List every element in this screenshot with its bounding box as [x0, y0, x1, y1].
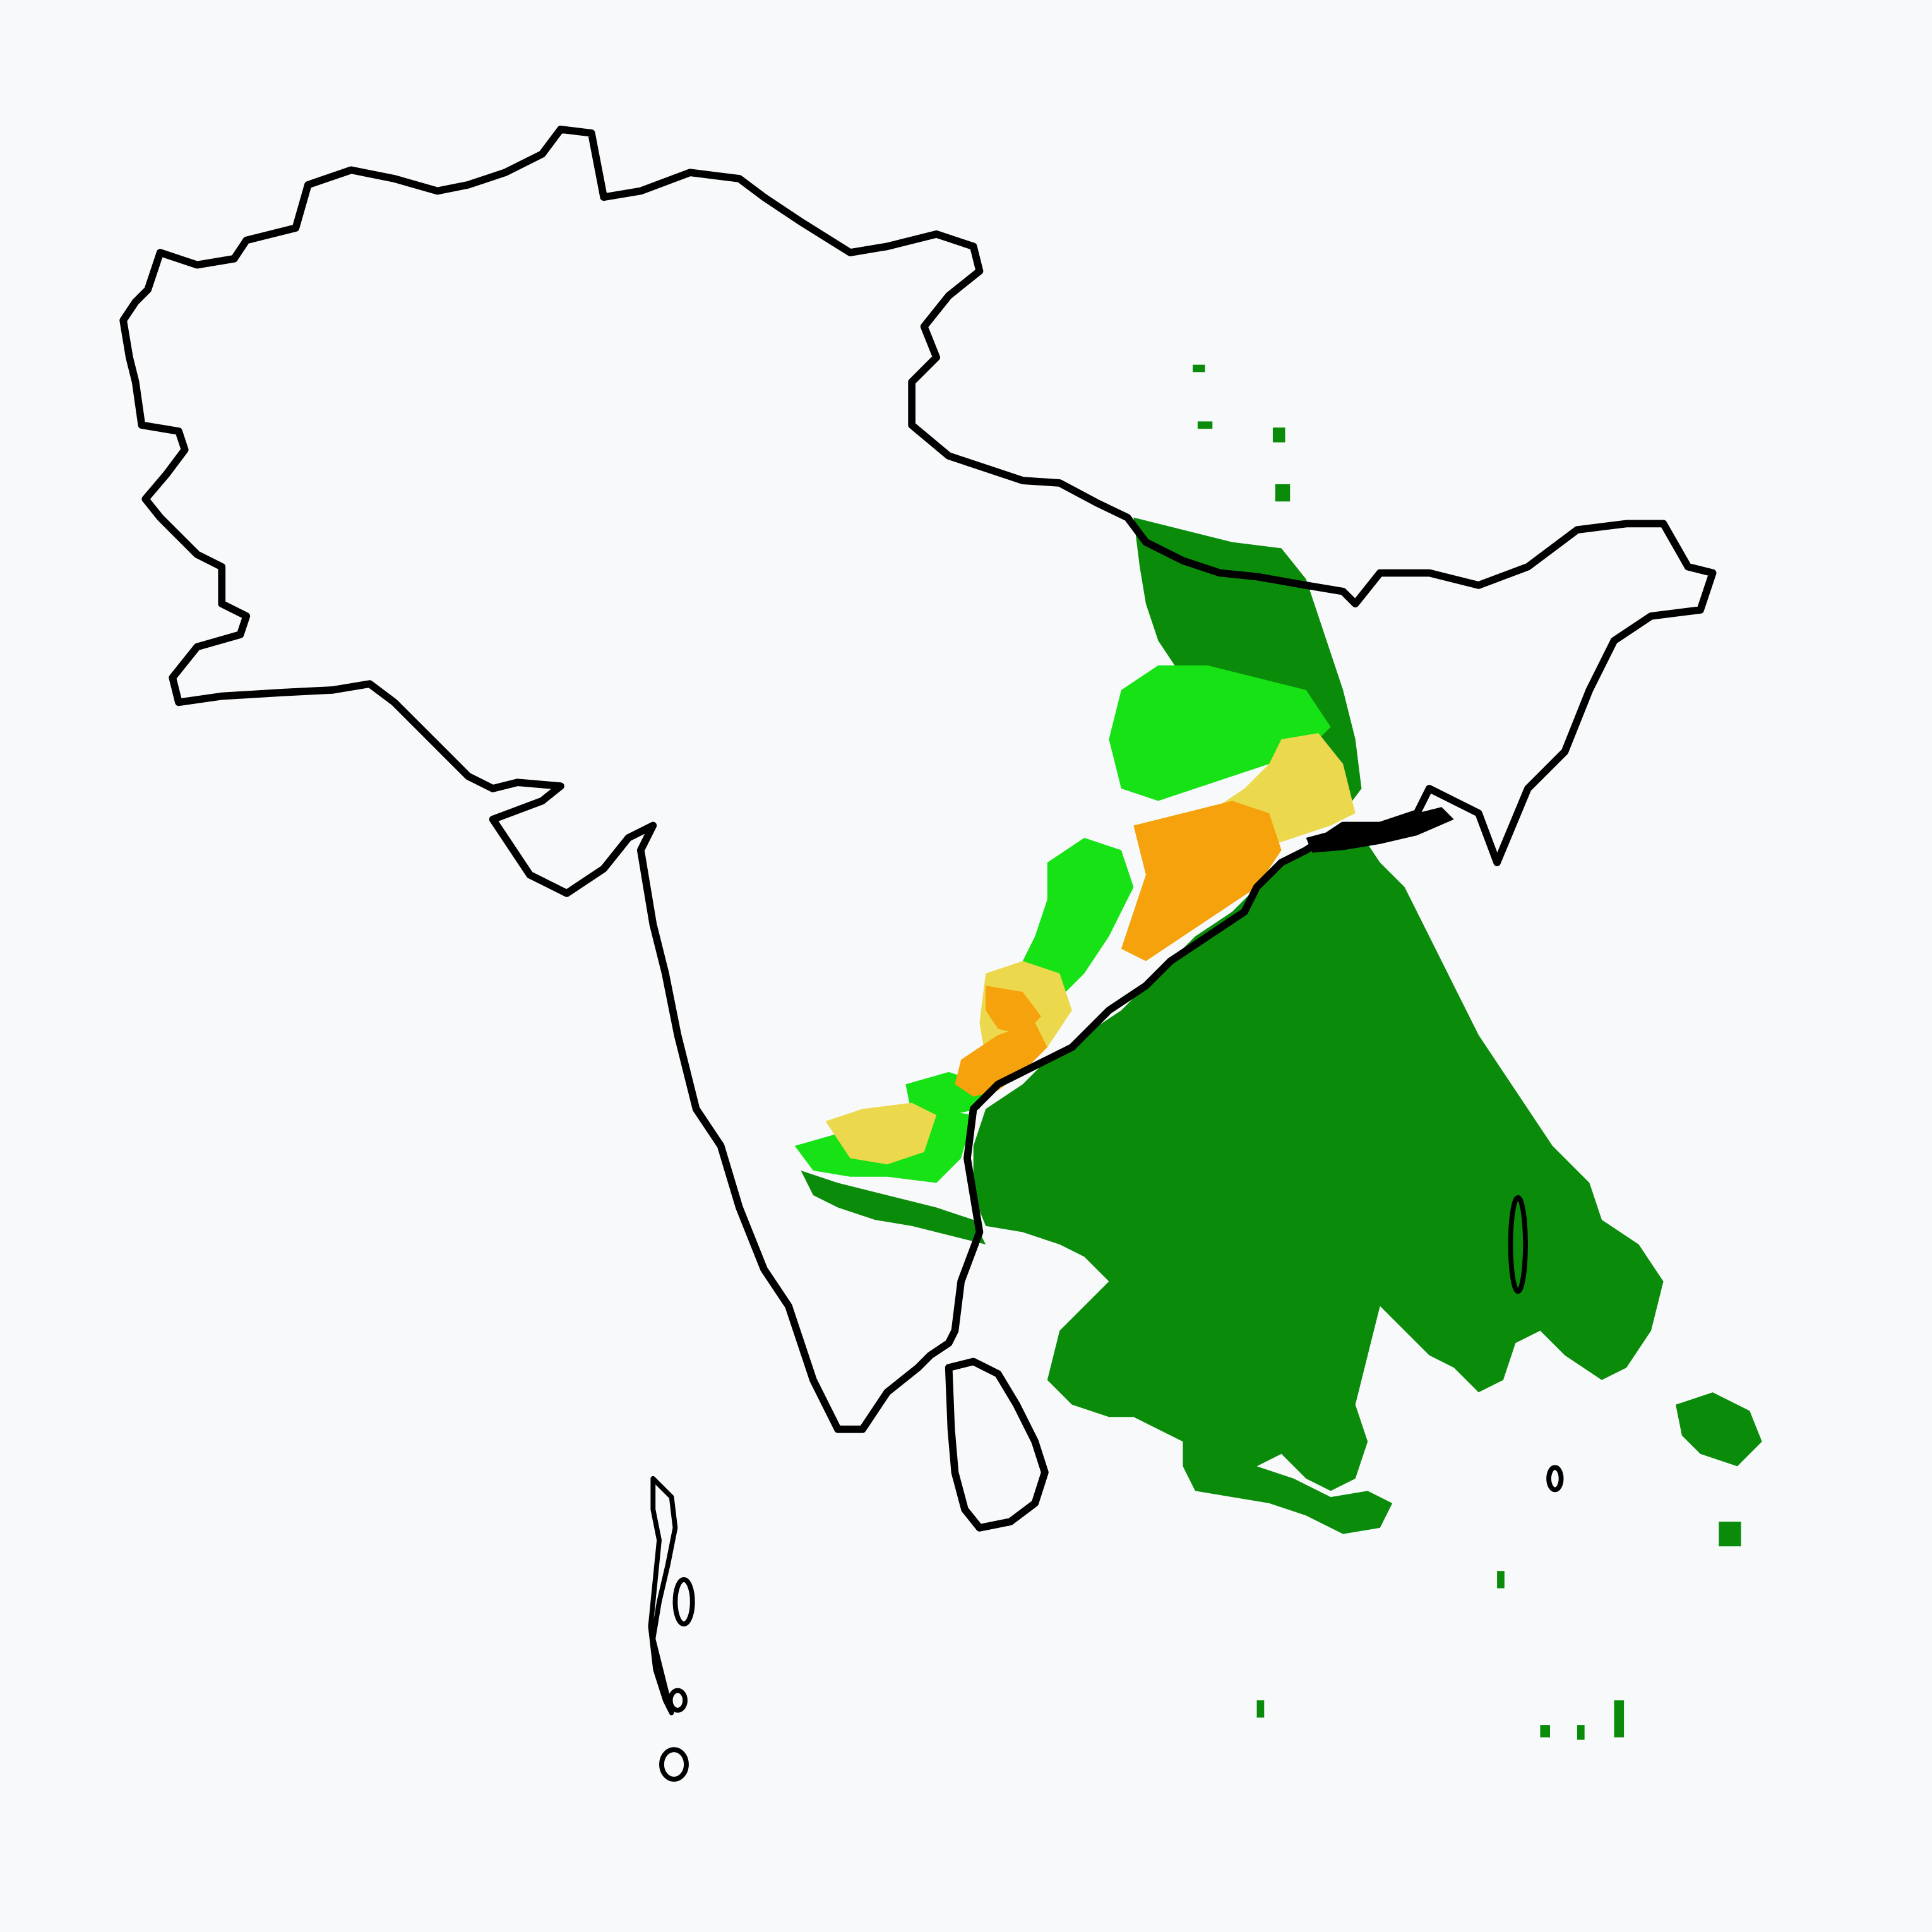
raster-speck	[1497, 1571, 1505, 1589]
raster-region-bright-north	[1109, 665, 1331, 801]
maldives-atoll	[659, 1747, 689, 1782]
raster-region-orange-north	[1121, 801, 1282, 962]
bengal-delta-coastline	[1306, 807, 1454, 853]
raster-region-south-peninsula	[1183, 1429, 1393, 1534]
raster-region-east-fringe	[1676, 1392, 1762, 1467]
raster-speck	[1614, 1700, 1625, 1738]
raster-layer-dark-green	[801, 364, 1762, 1740]
raster-speck	[1275, 484, 1291, 502]
andaman-islands-outline	[1508, 1195, 1528, 1294]
raster-region-east-mainland	[973, 825, 1664, 1491]
sri-lanka-outline	[945, 1357, 1049, 1532]
raster-speck	[1540, 1725, 1551, 1738]
raster-region-south-coast	[801, 1170, 986, 1245]
raster-region-orange-mid	[986, 986, 1042, 1035]
raster-speck	[1256, 1700, 1265, 1718]
maldives-atoll	[667, 1688, 688, 1713]
raster-speck	[1577, 1725, 1585, 1740]
nicobar-island-outline	[1546, 1465, 1564, 1493]
raster-speck	[1719, 1522, 1741, 1547]
subcontinent-boundary	[119, 126, 1717, 1433]
raster-layer-orange	[955, 801, 1282, 1097]
raster-region-bright-mid	[1010, 838, 1134, 1011]
boundary-outline-layer	[119, 126, 1717, 1782]
raster-region-orange-south	[955, 1022, 1047, 1097]
maldives-outline-north	[648, 1476, 678, 1715]
maldives-atoll	[672, 1577, 695, 1627]
raster-speck	[1197, 421, 1213, 429]
raster-speck	[1272, 427, 1285, 443]
raster-region-yellow-south	[825, 1102, 937, 1165]
raster-speck	[1193, 364, 1205, 373]
